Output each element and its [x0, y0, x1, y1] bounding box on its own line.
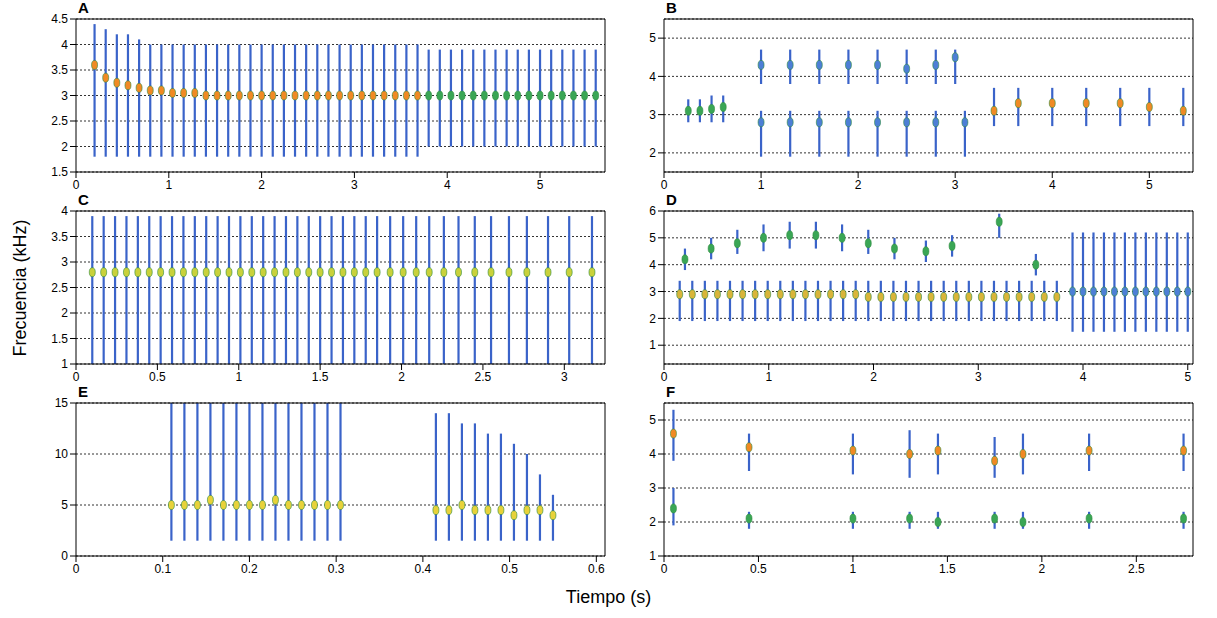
svg-text:0: 0: [661, 370, 668, 384]
svg-text:4: 4: [649, 70, 656, 84]
svg-text:1.5: 1.5: [939, 562, 956, 576]
svg-text:1: 1: [165, 178, 172, 192]
svg-text:15: 15: [55, 396, 69, 410]
svg-text:0.2: 0.2: [241, 562, 258, 576]
svg-text:2: 2: [61, 306, 68, 320]
svg-text:3.5: 3.5: [51, 230, 68, 244]
svg-text:1: 1: [765, 370, 772, 384]
svg-text:3: 3: [649, 285, 656, 299]
svg-text:2.5: 2.5: [1128, 562, 1145, 576]
svg-text:4: 4: [444, 178, 451, 192]
html-text:Tiempo (s): Tiempo (s): [565, 587, 652, 607]
svg-text:0.6: 0.6: [588, 562, 605, 576]
svg-text:1.5: 1.5: [312, 370, 329, 384]
svg-text:5: 5: [61, 498, 68, 512]
svg-text:4: 4: [1049, 178, 1056, 192]
html-text:Frecuencia (kHz): Frecuencia (kHz): [10, 219, 30, 357]
svg-text:2: 2: [258, 178, 265, 192]
svg-text:3: 3: [952, 178, 959, 192]
svg-text:3: 3: [975, 370, 982, 384]
html-text:F: F: [666, 383, 676, 400]
svg-text:2: 2: [855, 178, 862, 192]
svg-text:1: 1: [649, 549, 656, 563]
svg-text:3.5: 3.5: [51, 63, 68, 77]
svg-text:5: 5: [1184, 370, 1191, 384]
svg-text:5: 5: [1146, 178, 1153, 192]
svg-text:2: 2: [1039, 562, 1046, 576]
svg-text:2: 2: [398, 370, 405, 384]
svg-text:0.3: 0.3: [328, 562, 345, 576]
svg-text:1: 1: [235, 370, 242, 384]
svg-text:3: 3: [561, 370, 568, 384]
svg-text:2: 2: [649, 312, 656, 326]
svg-text:3: 3: [351, 178, 358, 192]
svg-text:4: 4: [649, 258, 656, 272]
html-text:D: D: [666, 191, 677, 208]
svg-text:3: 3: [649, 481, 656, 495]
svg-text:5: 5: [649, 231, 656, 245]
svg-text:5: 5: [649, 413, 656, 427]
svg-text:0: 0: [73, 562, 80, 576]
svg-text:1: 1: [649, 338, 656, 352]
svg-text:0: 0: [61, 549, 68, 563]
svg-text:2: 2: [649, 146, 656, 160]
svg-text:6: 6: [649, 204, 656, 218]
svg-text:4: 4: [1080, 370, 1087, 384]
svg-text:0.5: 0.5: [149, 370, 166, 384]
svg-text:5: 5: [649, 31, 656, 45]
svg-text:0: 0: [661, 178, 668, 192]
svg-text:2.5: 2.5: [51, 114, 68, 128]
svg-text:2: 2: [870, 370, 877, 384]
svg-text:0.5: 0.5: [501, 562, 518, 576]
svg-text:0.4: 0.4: [415, 562, 432, 576]
svg-text:3: 3: [649, 108, 656, 122]
html-text:B: B: [666, 0, 677, 16]
svg-text:1: 1: [850, 562, 857, 576]
svg-text:5: 5: [537, 178, 544, 192]
svg-text:3: 3: [61, 255, 68, 269]
svg-text:2.5: 2.5: [51, 281, 68, 295]
html-text:C: C: [78, 191, 89, 208]
svg-text:3: 3: [61, 89, 68, 103]
svg-text:4.5: 4.5: [51, 12, 68, 26]
svg-text:2: 2: [649, 515, 656, 529]
svg-text:0.1: 0.1: [154, 562, 171, 576]
svg-text:4: 4: [61, 204, 68, 218]
svg-text:2.5: 2.5: [475, 370, 492, 384]
svg-text:4: 4: [61, 38, 68, 52]
svg-text:1: 1: [61, 357, 68, 371]
html-text:A: A: [78, 0, 89, 16]
svg-text:0: 0: [73, 178, 80, 192]
svg-text:1: 1: [758, 178, 765, 192]
svg-text:0: 0: [73, 370, 80, 384]
svg-text:0.5: 0.5: [750, 562, 767, 576]
svg-text:0: 0: [661, 562, 668, 576]
html-text:E: E: [78, 383, 88, 400]
svg-text:2: 2: [61, 140, 68, 154]
svg-text:10: 10: [55, 447, 69, 461]
svg-text:4: 4: [649, 447, 656, 461]
svg-text:1.5: 1.5: [51, 165, 68, 179]
svg-text:1.5: 1.5: [51, 332, 68, 346]
